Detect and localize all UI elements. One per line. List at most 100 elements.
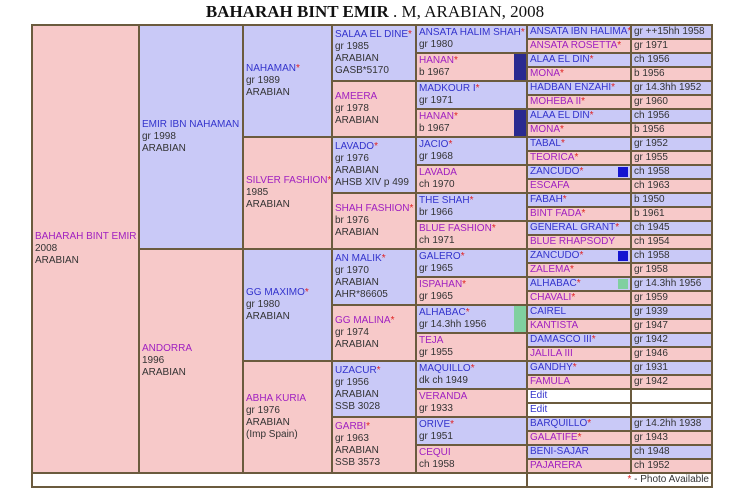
horse-info-cell: ch 1954 [630, 234, 713, 250]
horse-name-link[interactable]: GALATIFE [530, 432, 578, 443]
pedigree-row: VERANDA gr 1933 Edit [32, 388, 713, 418]
horse-name-link[interactable]: GANDHY [530, 362, 573, 373]
horse-info-cell: ch 1956 [630, 108, 713, 124]
photo-available-star: * [465, 307, 470, 318]
horse-name-link[interactable]: GG MAXIMO [246, 287, 305, 298]
color-swatch [514, 55, 525, 79]
horse-name-link[interactable]: HADBAN ENZAHI [530, 82, 612, 93]
horse-name-link[interactable]: ANSATA ROSETTA [530, 40, 618, 51]
horse-name-link[interactable]: ALAA EL DIN [530, 110, 590, 121]
horse-name-link[interactable]: VERANDA [419, 391, 468, 402]
horse-name-link[interactable]: LAVADA [419, 167, 457, 178]
horse-name-link[interactable]: NAHAMAN [246, 63, 297, 74]
horse-detail: ARABIAN [246, 87, 290, 98]
horse-cell-gen5: HANAN* b 1967 [415, 52, 528, 82]
horse-cell-gen4: GG MALINA* gr 1974 ARABIAN [331, 304, 417, 362]
horse-name-link[interactable]: AN MALIK [335, 253, 382, 264]
horse-name-link[interactable]: GARBI [335, 421, 367, 432]
horse-name-link[interactable]: ESCAFA [530, 180, 570, 191]
horse-name-link[interactable]: HANAN [419, 55, 455, 66]
horse-name-link[interactable]: GALERO [419, 251, 461, 262]
horse-name-link[interactable]: TEJA [419, 335, 444, 346]
pedigree-row: ESCAFA ch 1963 [32, 178, 713, 194]
horse-name-link[interactable]: TABAL [530, 138, 561, 149]
horse-name-link[interactable]: UZACUR [335, 365, 377, 376]
photo-available-star: * [560, 124, 564, 135]
horse-name-link[interactable]: ALHABAC [419, 307, 466, 318]
horse-name-link[interactable]: GENERAL GRANT [530, 222, 616, 233]
horse-cell-gen6: ZALEMA* [526, 262, 632, 278]
photo-available-star: * [462, 279, 467, 290]
horse-name-link[interactable]: LAVADO [335, 141, 375, 152]
horse-name-link[interactable]: BAHARAH BINT EMIR [35, 231, 137, 242]
horse-name-link[interactable]: MADKOUR I [419, 83, 476, 94]
horse-info-cell: gr 1942 [630, 374, 713, 390]
horse-cell-gen6: MONA* [526, 122, 632, 138]
horse-name-link[interactable]: ABHA KURIA [246, 393, 307, 404]
horse-name-link[interactable]: ISPAHAN [419, 279, 463, 290]
horse-name-link[interactable]: BENI-SAJAR [530, 446, 589, 457]
horse-detail: SSB 3028 [335, 401, 381, 412]
photo-available-star: * [579, 166, 584, 177]
horse-info-cell: gr 14.3hh 1952 [630, 80, 713, 96]
horse-detail: ARABIAN [335, 227, 379, 238]
horse-detail: ARABIAN [35, 255, 79, 266]
horse-info-cell: gr 14.3hh 1956 [630, 276, 713, 292]
horse-name-link[interactable]: SALAA EL DINE [335, 29, 408, 40]
horse-name-link[interactable]: PAJARERA [530, 460, 583, 471]
horse-cell-gen4: LAVADO* gr 1976 ARABIAN AHSB XIV p 499 [331, 136, 417, 194]
horse-cell-gen4: UZACUR* gr 1956 ARABIAN SSB 3028 [331, 360, 417, 418]
horse-name-link[interactable]: CEQUI [419, 447, 451, 458]
horse-name-link[interactable]: CHAVALI [530, 292, 572, 303]
edit-link[interactable]: Edit [530, 404, 548, 415]
pedigree-row: HANAN* b 1967 ALAA EL DIN* ch 1956 [32, 52, 713, 82]
horse-name-link[interactable]: ZALEMA [530, 264, 571, 275]
photo-available-star: * [491, 223, 496, 234]
horse-name-link[interactable]: ZANCUDO [530, 166, 580, 177]
horse-name-link[interactable]: FAMULA [530, 376, 571, 387]
horse-cell-gen5: THE SHAH* br 1966 [415, 192, 528, 222]
horse-name-link[interactable]: ZANCUDO [530, 250, 580, 261]
photo-available-star: * [571, 292, 576, 303]
horse-name-link[interactable]: SILVER FASHION [246, 175, 328, 186]
horse-name-link[interactable]: MONA [530, 124, 560, 135]
horse-name-link[interactable]: HANAN [419, 111, 455, 122]
horse-detail: ch 1971 [419, 235, 455, 246]
legend-star: * [627, 474, 632, 485]
photo-available-star: * [296, 63, 300, 74]
horse-name-link[interactable]: GG MALINA [335, 315, 391, 326]
horse-name-link[interactable]: ANSATA HALIM SHAH [419, 27, 521, 38]
horse-info-cell: gr 1931 [630, 360, 713, 376]
horse-name-link[interactable]: JACIO [419, 139, 449, 150]
horse-name-link[interactable]: MOHEBA II [530, 96, 582, 107]
horse-name-link[interactable]: BLUE RHAPSODY [530, 236, 616, 247]
horse-name-link[interactable]: MAQUILLO [419, 363, 471, 374]
horse-name-link[interactable]: SHAH FASHION [335, 203, 410, 214]
photo-available-star: * [304, 287, 309, 298]
horse-name-link[interactable]: AMEERA [335, 91, 378, 102]
horse-name-link[interactable]: ANSATA IBN HALIMA [530, 26, 628, 37]
horse-name-link[interactable]: EMIR IBN NAHAMAN [142, 119, 240, 130]
pedigree-row: CEQUI ch 1958 BENI-SAJAR ch 1948 [32, 444, 713, 474]
horse-name-link[interactable]: BINT FADA [530, 208, 582, 219]
horse-name-link[interactable]: BLUE FASHION [419, 223, 492, 234]
horse-name-link[interactable]: ALHABAC [530, 278, 577, 289]
horse-name-link[interactable]: ORIVE [419, 419, 451, 430]
horse-name-link[interactable]: BARQUILLO [530, 418, 588, 429]
edit-link[interactable]: Edit [530, 390, 548, 401]
photo-available-star: * [574, 152, 579, 163]
horse-detail: dk ch 1949 [419, 375, 468, 386]
horse-name-link[interactable]: JALILA III [530, 348, 573, 359]
horse-name-link[interactable]: CAIREL [530, 306, 567, 317]
horse-name-link[interactable]: DAMASCO III [530, 334, 592, 345]
horse-name-link[interactable]: ANDORRA [142, 343, 193, 354]
horse-name-link[interactable]: FABAH [530, 194, 563, 205]
photo-available-star: * [562, 194, 567, 205]
horse-name-link[interactable]: THE SHAH [419, 195, 470, 206]
horse-name-link[interactable]: TEORICA [530, 152, 575, 163]
horse-detail: gr 1971 [419, 95, 453, 106]
horse-name-link[interactable]: MONA [530, 68, 560, 79]
horse-name-link[interactable]: ALAA EL DIN [530, 54, 590, 65]
horse-name-link[interactable]: KANTISTA [530, 320, 579, 331]
photo-available-star: * [454, 55, 458, 66]
